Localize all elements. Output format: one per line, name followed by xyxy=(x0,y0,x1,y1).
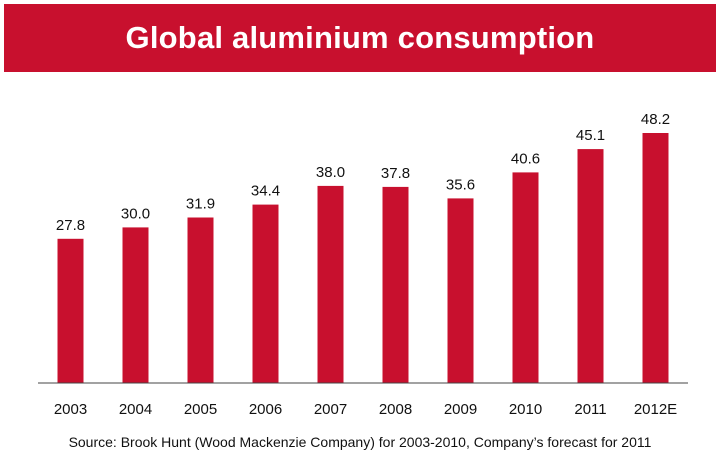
bars-layer: 27.8 2003 30.0 2004 31.9 2005 34.4 2006 38.0 2007… xyxy=(54,111,677,418)
x-tick-label-2009: 2009 xyxy=(444,401,477,418)
bar-2007 xyxy=(317,185,344,383)
bar-2004 xyxy=(122,227,149,383)
bar-chart: 27.8 2003 30.0 2004 31.9 2005 34.4 2006 38.0 2007… xyxy=(38,111,688,418)
x-tick-label-2010: 2010 xyxy=(509,401,542,418)
x-tick-label-2006: 2006 xyxy=(249,401,282,418)
chart-title: Global aluminium consumption xyxy=(125,20,595,55)
bar-2006 xyxy=(252,204,279,383)
value-label-2003: 27.8 xyxy=(56,217,85,234)
title-banner: Global aluminium consumption xyxy=(4,4,716,72)
bar-2003 xyxy=(57,238,84,383)
x-tick-label-2012E: 2012E xyxy=(634,401,677,418)
bar-2009 xyxy=(447,198,474,383)
x-tick-label-2011: 2011 xyxy=(574,401,606,418)
value-label-2009: 35.6 xyxy=(446,176,475,193)
x-tick-label-2008: 2008 xyxy=(379,401,412,418)
x-tick-label-2007: 2007 xyxy=(314,401,347,418)
value-label-2007: 38.0 xyxy=(316,164,345,181)
x-tick-label-2003: 2003 xyxy=(54,401,87,418)
bar-2011 xyxy=(577,149,604,383)
value-label-2005: 31.9 xyxy=(186,196,215,213)
bar-2005 xyxy=(187,217,214,383)
value-label-2004: 30.0 xyxy=(121,205,150,222)
x-tick-label-2004: 2004 xyxy=(119,401,152,418)
source-note: Source: Brook Hunt (Wood Mackenzie Compa… xyxy=(68,434,652,450)
bar-2008 xyxy=(382,186,409,383)
value-label-2011: 45.1 xyxy=(576,127,605,144)
x-tick-label-2005: 2005 xyxy=(184,401,217,418)
value-label-2008: 37.8 xyxy=(381,165,410,182)
value-label-2006: 34.4 xyxy=(251,183,280,200)
value-label-2012E: 48.2 xyxy=(641,111,670,128)
bar-2010 xyxy=(512,172,539,383)
value-label-2010: 40.6 xyxy=(511,150,540,167)
bar-2012E xyxy=(642,133,669,383)
